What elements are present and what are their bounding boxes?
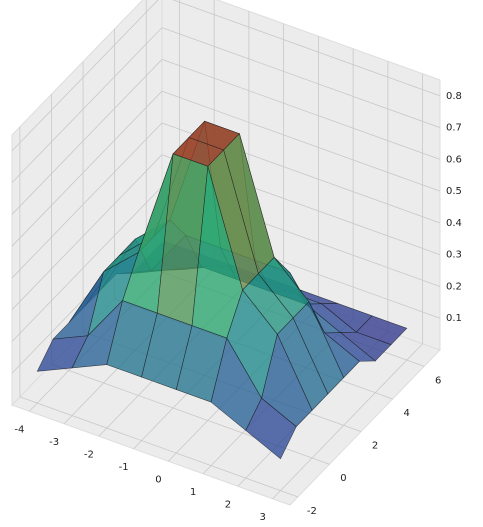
- y-tick-label: 4: [403, 408, 409, 419]
- grid-line: [11, 122, 163, 279]
- z-tick-label: 0.7: [446, 123, 462, 134]
- x-tick-label: -2: [84, 449, 94, 460]
- z-tick-label: 0.5: [446, 186, 462, 197]
- grid-line: [161, 27, 441, 129]
- y-tick-label: -2: [307, 506, 317, 517]
- z-tick-label: 0.8: [446, 91, 462, 102]
- z-tick-label: 0.1: [446, 313, 462, 324]
- grid-line: [11, 186, 163, 342]
- grid-line: [11, 27, 163, 183]
- z-tick-label: 0.3: [446, 250, 462, 261]
- y-tick-label: 6: [435, 375, 441, 386]
- x-tick-label: 2: [225, 499, 231, 510]
- x-tick-label: 0: [155, 474, 161, 485]
- z-tick-label: 0.2: [446, 281, 462, 292]
- z-tick-label: 0.6: [446, 154, 462, 165]
- surface-patch: [245, 397, 297, 460]
- x-tick-label: -4: [14, 424, 24, 435]
- grid-line: [19, 396, 299, 498]
- grid-line: [161, 90, 441, 192]
- z-tick-label: 0.4: [446, 218, 462, 229]
- y-tick-label: 2: [372, 441, 378, 452]
- grid-line: [11, 0, 159, 152]
- grid-line: [161, 59, 441, 160]
- y-tick-label: 0: [340, 473, 346, 484]
- x-tick-label: -3: [49, 437, 59, 448]
- x-tick-label: -1: [119, 462, 129, 473]
- grid-line: [11, 154, 163, 310]
- x-tick-label: 3: [259, 512, 265, 523]
- x-tick-label: 1: [190, 487, 196, 498]
- grid-line: [11, 59, 163, 215]
- grid-line: [272, 343, 423, 500]
- grid-line: [11, 90, 163, 247]
- grid-line: [172, 0, 441, 97]
